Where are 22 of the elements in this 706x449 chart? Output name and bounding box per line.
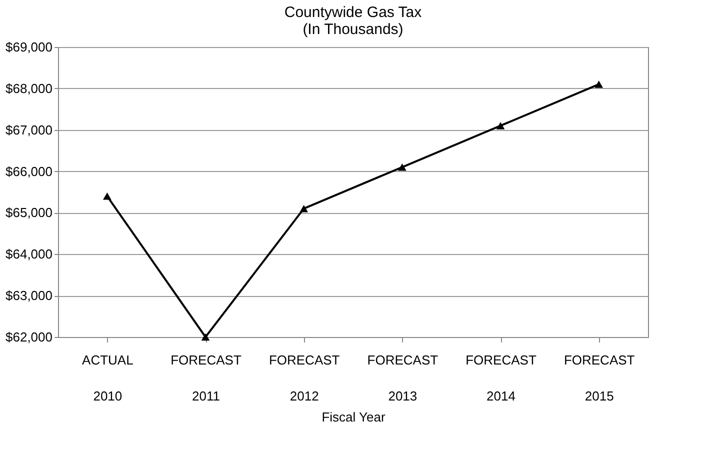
point [398,164,406,171]
y-tick-label: $62,000 [6,330,52,344]
y-tick-label: $64,000 [6,246,52,262]
point [496,122,505,130]
category-label: FORECAST 2015 [564,352,635,404]
x-axis-title: Fiscal Year [322,410,386,424]
y-tick-label: $67,000 [6,122,52,138]
point [102,192,112,200]
y-tick-label: $68,000 [6,80,52,96]
category-label: ACTUAL 2010 [82,352,134,404]
y-tick-label: $66,000 [6,164,52,179]
point [300,204,308,212]
chart-title: Countywide Gas Tax (In Thousands) [284,4,422,38]
point [594,80,604,88]
category-label: FORECAST 2013 [367,352,438,404]
y-tick-label: $69,000 [6,40,52,54]
category-label: FORECAST 2012 [268,352,340,404]
point [201,333,210,341]
category-label: FORECAST 2011 [170,352,242,404]
y-tick-label: $65,000 [6,205,52,220]
category-label: FORECAST 2014 [466,352,536,404]
y-tick-label: $63,000 [6,288,52,304]
